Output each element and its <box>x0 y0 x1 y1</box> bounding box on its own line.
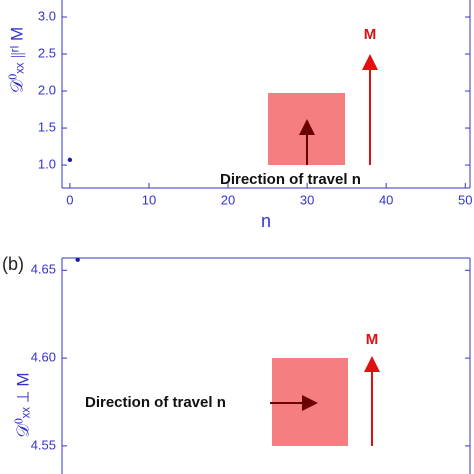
data-point <box>67 157 73 163</box>
annotation: M <box>364 26 377 43</box>
y-tick-label: 4.65 <box>31 262 56 277</box>
y-tick-label: 2.5 <box>38 45 56 60</box>
x-tick-label: 40 <box>379 192 393 207</box>
y-tick-label: 1.0 <box>38 156 56 171</box>
x-tick-label: 50 <box>458 192 472 207</box>
annotation: Direction of travel n <box>220 171 361 188</box>
y-tick-label: 4.55 <box>31 437 56 452</box>
data-point <box>75 257 80 262</box>
x-tick-label: 30 <box>300 192 314 207</box>
y-tick-label: 3.0 <box>38 8 56 23</box>
panel-label: (b) <box>2 254 24 274</box>
x-axis-label: n <box>261 211 271 231</box>
x-tick-label: 20 <box>221 192 235 207</box>
x-tick-label: 10 <box>142 192 156 207</box>
y-axis-label: 𝒟⁰ₓₓ ⊥ M <box>13 372 32 437</box>
y-axis-label: 𝒟⁰ₓₓ ∥ʳˡ M <box>7 27 26 93</box>
annotation: M <box>366 331 379 348</box>
y-tick-label: 1.5 <box>38 119 56 134</box>
x-tick-label: 0 <box>66 192 73 207</box>
y-tick-label: 4.60 <box>31 350 56 365</box>
y-tick-label: 2.0 <box>38 82 56 97</box>
annotation: Direction of travel n <box>85 394 226 411</box>
